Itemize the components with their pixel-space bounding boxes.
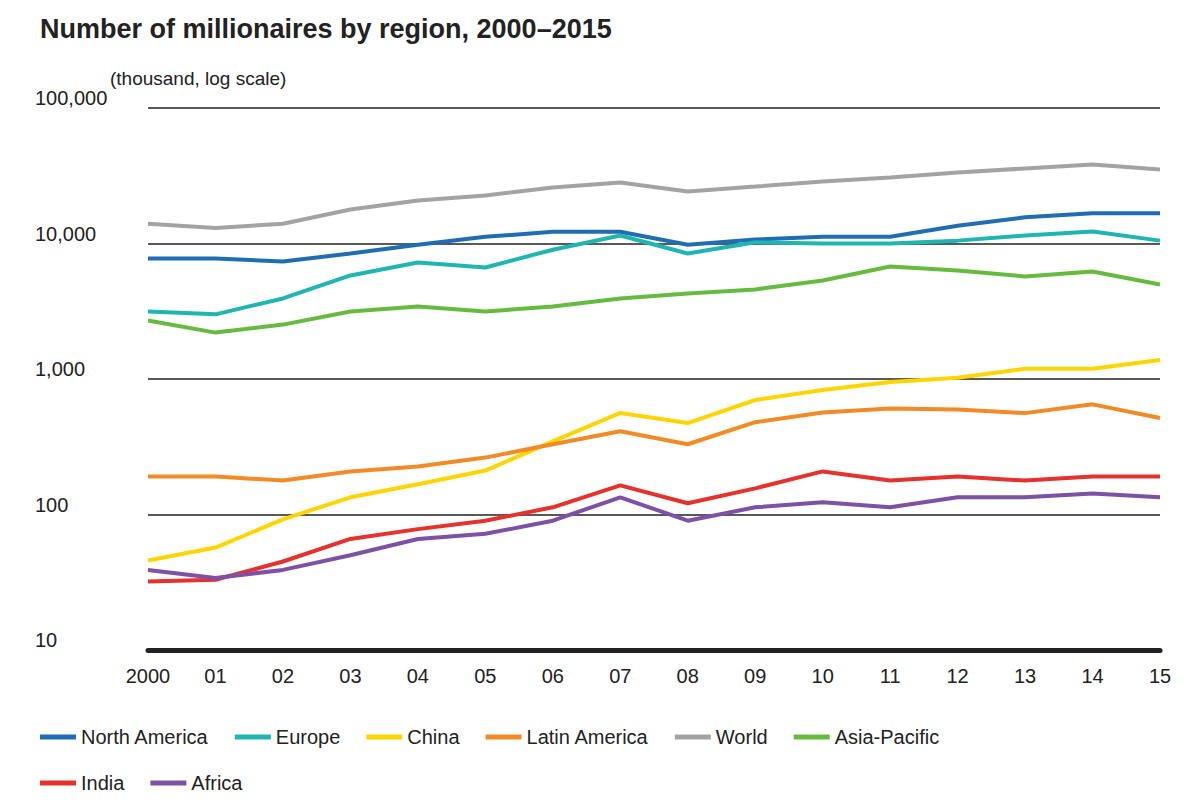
- svg-text:100: 100: [35, 494, 68, 516]
- svg-text:12: 12: [946, 665, 968, 687]
- svg-text:100,000: 100,000: [35, 87, 107, 109]
- svg-text:World: World: [716, 726, 768, 748]
- svg-text:North America: North America: [81, 726, 209, 748]
- svg-text:10: 10: [812, 665, 834, 687]
- svg-text:Europe: Europe: [276, 726, 341, 748]
- svg-text:Asia-Pacific: Asia-Pacific: [835, 726, 939, 748]
- svg-text:Latin America: Latin America: [527, 726, 649, 748]
- svg-text:10: 10: [35, 629, 57, 651]
- svg-text:03: 03: [339, 665, 361, 687]
- svg-text:India: India: [81, 772, 125, 794]
- svg-text:02: 02: [272, 665, 294, 687]
- svg-text:2000: 2000: [126, 665, 171, 687]
- svg-text:(thousand, log scale): (thousand, log scale): [110, 68, 286, 89]
- svg-text:Number of millionaires by regi: Number of millionaires by region, 2000–2…: [40, 14, 612, 44]
- svg-text:06: 06: [542, 665, 564, 687]
- svg-text:14: 14: [1081, 665, 1103, 687]
- svg-text:01: 01: [204, 665, 226, 687]
- svg-text:15: 15: [1149, 665, 1171, 687]
- svg-text:13: 13: [1014, 665, 1036, 687]
- svg-text:07: 07: [609, 665, 631, 687]
- svg-text:09: 09: [744, 665, 766, 687]
- svg-text:China: China: [407, 726, 460, 748]
- svg-text:11: 11: [880, 665, 901, 687]
- svg-text:1,000: 1,000: [35, 358, 85, 380]
- svg-text:08: 08: [677, 665, 699, 687]
- svg-text:Africa: Africa: [191, 772, 243, 794]
- svg-text:05: 05: [474, 665, 496, 687]
- svg-text:04: 04: [407, 665, 429, 687]
- svg-text:10,000: 10,000: [35, 223, 96, 245]
